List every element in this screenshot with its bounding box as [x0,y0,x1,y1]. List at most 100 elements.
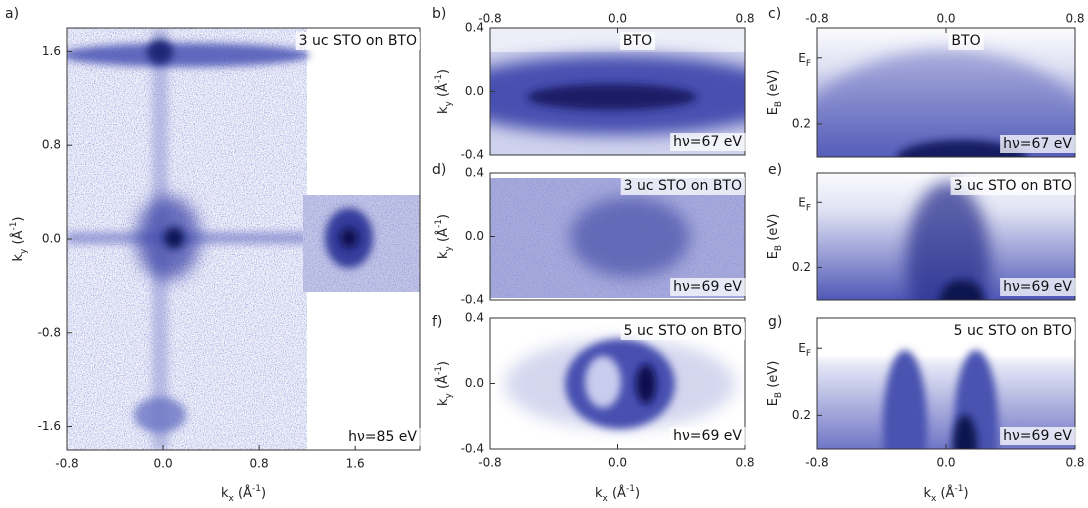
panel-label: b) [432,6,446,22]
x-tick-label: -0.8 [55,457,78,471]
panel-label: c) [768,6,781,22]
x-tick-label: 0.0 [936,12,955,26]
y-tick-label: 0.2 [792,408,811,422]
y-tick-label: 0.2 [792,260,811,274]
image-a [67,28,420,450]
label-part: k [436,106,451,114]
label-part: k [436,398,451,406]
annotation: hν=69 eV [1003,279,1072,295]
x-tick-label: 0.8 [735,456,754,470]
label-part: (eV) [766,214,781,245]
label-part: k [436,251,451,259]
label-part: E [798,341,806,355]
annotation-bg [670,133,746,151]
label-part: (Å [234,485,252,501]
annotation-bg [670,427,746,445]
annotation-bg [1000,135,1076,153]
label-part: y [444,100,454,106]
annotation: 3 uc STO on BTO [624,178,742,194]
y-tick-label: EF [798,341,811,359]
label-part: x [603,494,609,504]
label-part: ) [635,486,640,501]
x-axis-label: kx (Å-1) [595,484,640,504]
label-part: -1 [252,484,261,494]
y-tick-label: -0.4 [461,293,484,307]
y-axis-label: ky (Å-1) [434,214,454,259]
label-part: -1 [954,484,963,494]
annotation-bg [620,322,745,340]
y-axis-label: ky (Å-1) [9,216,29,261]
label-part: F [806,58,811,68]
y-tick-label: -0.8 [38,325,61,339]
panel-label: e) [768,162,782,178]
annotation: hν=85 eV [348,429,417,445]
label-part: (eV) [766,70,781,101]
x-tick-label: 0.0 [608,12,627,26]
label-part: k [11,254,26,262]
annotation-bg [1000,427,1076,445]
label-part: x [229,494,235,504]
label-part: -1 [434,366,444,375]
label-part: (Å [608,485,626,501]
annotation: 3 uc STO on BTO [954,178,1072,194]
annotation-bg [619,32,656,50]
panel-label: a) [5,6,19,22]
label-part: k [923,486,931,501]
label-part: ) [261,486,266,501]
label-part: E [766,107,781,115]
y-tick-label: 0.4 [465,311,484,325]
annotation-bg [620,177,745,195]
annotation-bg [1000,278,1076,296]
annotation-bg [345,428,421,446]
x-tick-label: -0.8 [478,12,501,26]
y-tick-label: EF [798,195,811,213]
label-part: E [798,195,806,209]
x-tick-label: 0.8 [735,12,754,26]
y-tick-label: -1.6 [38,419,61,433]
label-part: (eV) [766,361,781,392]
annotation: hν=69 eV [673,428,742,444]
label-part: (Å [936,485,954,501]
x-axis-label: kx (Å-1) [221,484,266,504]
label-part: E [798,50,806,64]
x-tick-label: 0.8 [1065,456,1084,470]
y-tick-label: 0.0 [465,229,484,243]
plot-frame [816,172,1076,301]
label-part: (Å [435,375,451,393]
annotation-bg [950,177,1075,195]
annotation-bg [670,278,746,296]
x-tick-label: -0.8 [478,456,501,470]
y-tick-label: EF [798,50,811,68]
label-part: B [774,392,784,398]
y-axis-label: EB (eV) [766,214,784,260]
y-tick-label: 0.0 [465,84,484,98]
image-g [817,318,1075,449]
label-part: B [774,245,784,251]
label-part: (Å [10,230,26,248]
y-tick-label: 0.2 [792,116,811,130]
annotation-bg [950,322,1075,340]
y-tick-label: 0.0 [42,232,61,246]
label-part: y [19,248,29,254]
label-part: y [444,245,454,251]
x-tick-label: 0.0 [608,456,627,470]
x-axis-label: kx (Å-1) [923,484,968,504]
annotation: hν=67 eV [1003,136,1072,152]
annotation: BTO [623,33,652,49]
y-axis-label: EB (eV) [766,361,784,407]
label-part: (Å [435,228,451,246]
label-part: F [806,203,811,213]
label-part: ) [11,216,26,221]
annotation: 5 uc STO on BTO [954,323,1072,339]
x-tick-label: 0.0 [154,457,173,471]
image-e [817,173,1075,300]
y-axis-label: EB (eV) [766,70,784,116]
panel-label: f) [432,314,442,330]
label-part: ) [436,361,451,366]
annotation-bg [948,32,984,50]
y-tick-label: 0.4 [465,21,484,35]
annotation: 5 uc STO on BTO [624,323,742,339]
label-part: ) [436,69,451,74]
annotation: hν=69 eV [673,279,742,295]
